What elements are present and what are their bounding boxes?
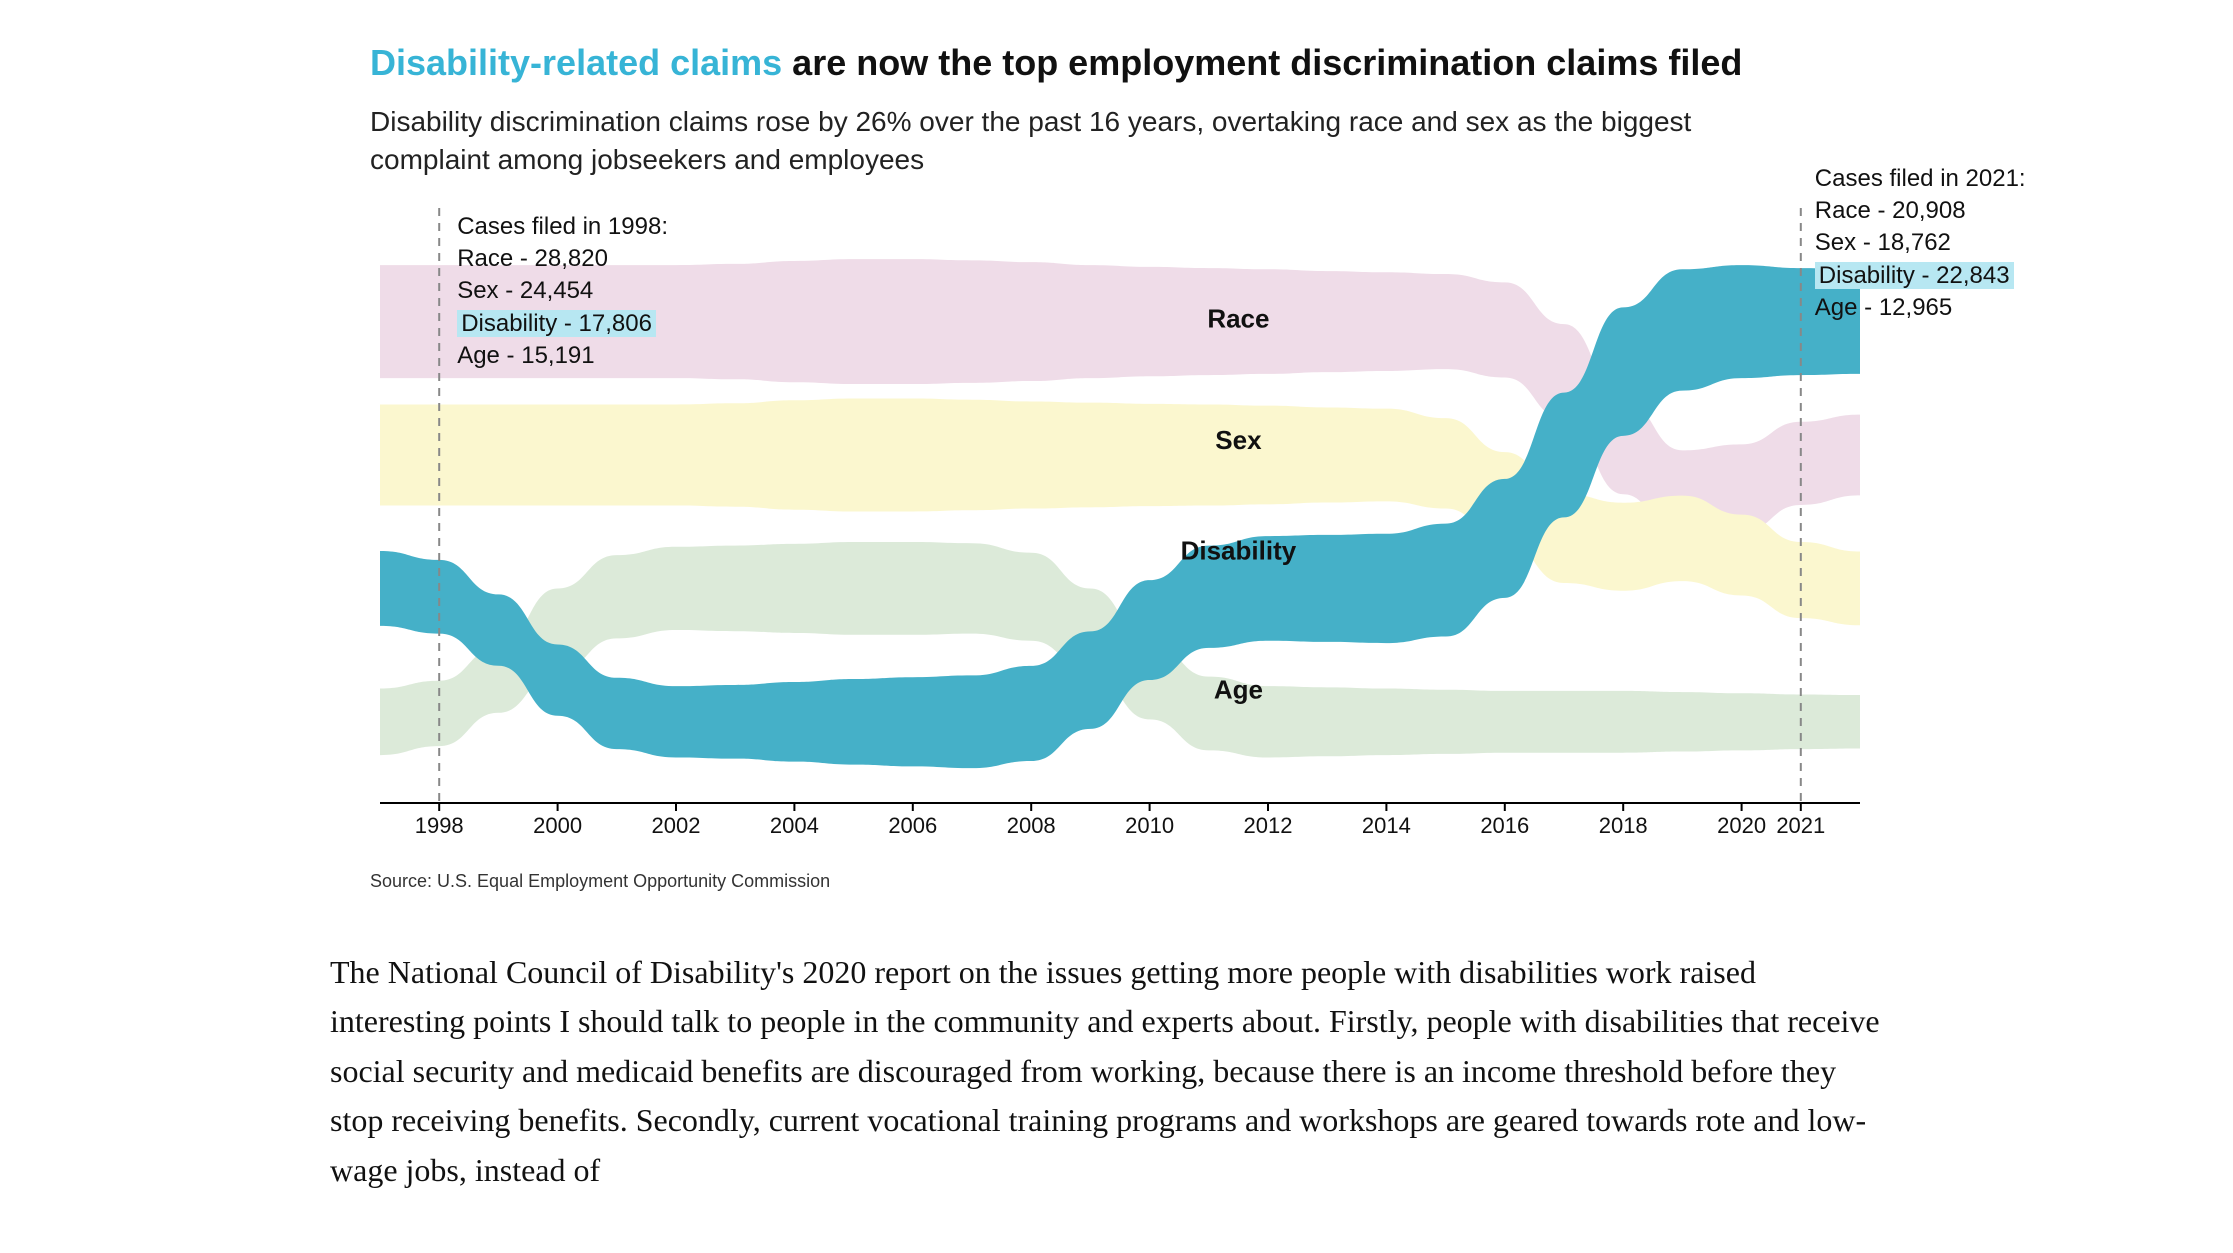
- callout-1998-age: Age - 15,191: [457, 340, 668, 372]
- x-tick-label: 2021: [1776, 813, 1825, 838]
- callout-2021-age: Age - 12,965: [1815, 292, 2026, 324]
- callout-2021-race: Race - 20,908: [1815, 195, 2026, 227]
- subhead: Disability discrimination claims rose by…: [370, 103, 1790, 179]
- x-tick-label: 2014: [1362, 813, 1411, 838]
- callout-2021-title: Cases filed in 2021:: [1815, 163, 2026, 195]
- callout-1998-disability: Disability - 17,806: [457, 310, 656, 337]
- headline-rest: are now the top employment discriminatio…: [782, 42, 1742, 83]
- headline-accent: Disability-related claims: [370, 42, 782, 83]
- region-label-age: Age: [1214, 674, 1263, 704]
- x-tick-label: 2002: [652, 813, 701, 838]
- page: Disability-related claims are now the to…: [0, 0, 2233, 1196]
- x-tick-label: 2000: [533, 813, 582, 838]
- callout-1998-sex: Sex - 24,454: [457, 275, 668, 307]
- source-line: Source: U.S. Equal Employment Opportunit…: [370, 871, 1870, 892]
- chart-block: Disability-related claims are now the to…: [370, 40, 1870, 892]
- x-tick-label: 2004: [770, 813, 819, 838]
- callout-1998-title: Cases filed in 1998:: [457, 211, 668, 243]
- callout-2021: Cases filed in 2021: Race - 20,908 Sex -…: [1815, 163, 2026, 325]
- x-tick-label: 2020: [1717, 813, 1766, 838]
- region-label-disability: Disability: [1181, 535, 1297, 565]
- region-label-sex: Sex: [1215, 425, 1262, 455]
- headline: Disability-related claims are now the to…: [370, 40, 1870, 85]
- x-tick-label: 2018: [1599, 813, 1648, 838]
- x-tick-label: 2008: [1007, 813, 1056, 838]
- region-label-race: Race: [1207, 303, 1269, 333]
- callout-2021-sex: Sex - 18,762: [1815, 227, 2026, 259]
- body-paragraph: The National Council of Disability's 202…: [330, 948, 1890, 1196]
- callout-1998-race: Race - 28,820: [457, 243, 668, 275]
- x-tick-label: 2006: [888, 813, 937, 838]
- x-tick-label: 1998: [415, 813, 464, 838]
- x-tick-label: 2016: [1480, 813, 1529, 838]
- x-tick-label: 2010: [1125, 813, 1174, 838]
- x-tick-label: 2012: [1244, 813, 1293, 838]
- callout-2021-disability: Disability - 22,843: [1815, 262, 2014, 289]
- plot-wrap: 1998 2000 2002 2004 2006 2008 2010 2012 2014 2016…: [370, 203, 1870, 843]
- callout-1998: Cases filed in 1998: Race - 28,820 Sex -…: [457, 211, 668, 373]
